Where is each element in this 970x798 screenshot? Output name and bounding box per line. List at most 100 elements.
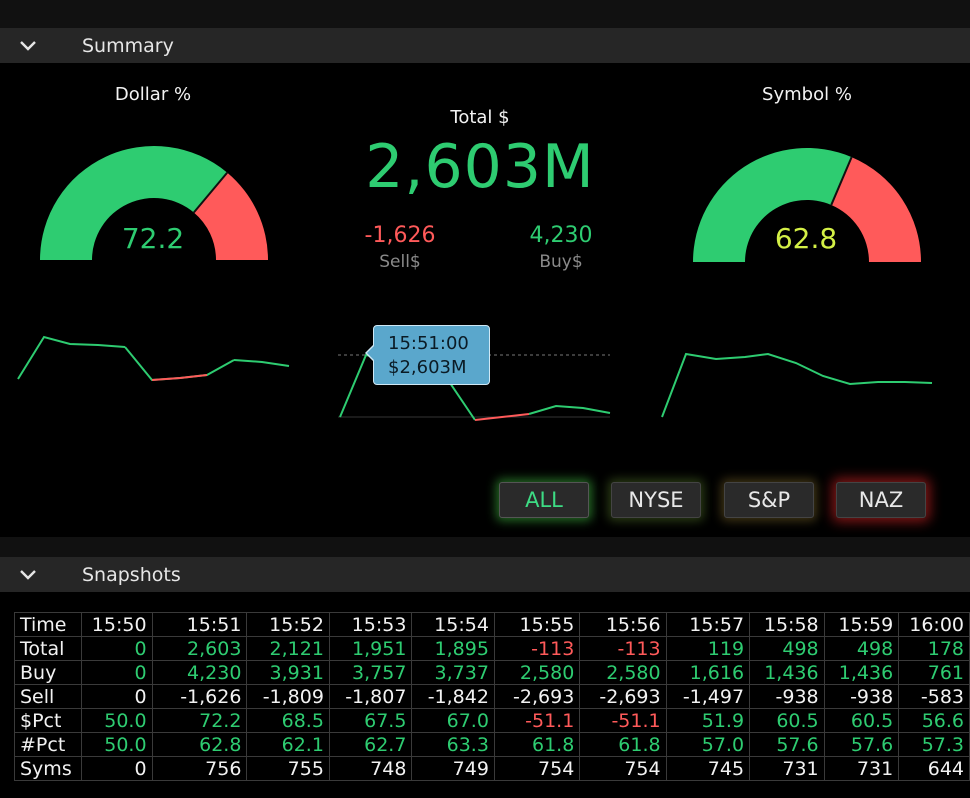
row-label: #Pct — [14, 732, 82, 757]
dollar-gauge — [40, 146, 268, 260]
table-cell: -51.1 — [493, 708, 581, 733]
sell-value: -1,626 — [364, 223, 436, 248]
table-cell: 2,580 — [579, 660, 667, 685]
table-cell: 761 — [898, 660, 970, 685]
table-cell: 119 — [665, 636, 751, 661]
column-header: 15:57 — [665, 612, 751, 637]
gauge-positive-arc — [40, 146, 228, 260]
sparkline-segment-negative — [474, 413, 530, 421]
table-cell: 57.3 — [898, 732, 970, 757]
table-cell: 0 — [80, 756, 153, 781]
table-cell: 50.0 — [80, 732, 153, 757]
table-cell: 3,737 — [411, 660, 495, 685]
table-cell: 731 — [749, 756, 825, 781]
column-header: 15:58 — [749, 612, 825, 637]
table-cell: -938 — [749, 684, 825, 709]
sp-button[interactable]: S&P — [724, 482, 814, 518]
table-row: Total 0 2,603 2,121 1,951 1,895 -113 -113 119 498… — [14, 636, 970, 661]
column-header: 15:52 — [246, 612, 330, 637]
sparkline-segment-negative — [151, 374, 208, 381]
column-header: 15:54 — [411, 612, 495, 637]
column-header: 15:51 — [151, 612, 248, 637]
row-label: $Pct — [14, 708, 82, 733]
table-cell: 0 — [80, 684, 153, 709]
table-cell: 745 — [665, 756, 751, 781]
symbol-gauge-value: 62.8 — [774, 222, 838, 255]
top-bar — [0, 0, 970, 28]
table-cell: -583 — [898, 684, 970, 709]
chart-tooltip: 15:51:00 $2,603M — [365, 325, 490, 385]
table-cell: 2,580 — [493, 660, 581, 685]
table-cell: 2,603 — [151, 636, 248, 661]
table-cell: -1,807 — [328, 684, 413, 709]
tooltip-time: 15:51:00 — [388, 333, 469, 354]
table-cell: 749 — [411, 756, 495, 781]
summary-section-header[interactable]: Summary — [0, 28, 970, 63]
table-cell: 1,616 — [665, 660, 751, 685]
table-cell: -113 — [579, 636, 667, 661]
dollar-gauge-value: 72.2 — [121, 222, 185, 255]
table-cell: 731 — [823, 756, 900, 781]
column-header: 15:59 — [823, 612, 900, 637]
snapshots-section-header[interactable]: Snapshots — [0, 557, 970, 592]
table-cell: -2,693 — [493, 684, 581, 709]
gauge-negative-arc — [831, 157, 921, 262]
table-cell: 0 — [80, 660, 153, 685]
table-cell: -1,497 — [665, 684, 751, 709]
tooltip-value: $2,603M — [388, 357, 467, 378]
column-header: 15:56 — [579, 612, 667, 637]
nyse-button[interactable]: NYSE — [611, 482, 701, 518]
table-cell: 57.0 — [665, 732, 751, 757]
symbol-sparkline — [661, 352, 933, 418]
table-row: Sell 0 -1,626 -1,809 -1,807 -1,842 -2,693 -2,69… — [14, 684, 970, 709]
table-cell: 57.6 — [823, 732, 900, 757]
table-cell: 51.9 — [665, 708, 751, 733]
table-cell: 1,895 — [411, 636, 495, 661]
table-row: Buy 0 4,230 3,931 3,757 3,737 2,580 2,580 1,616 1… — [14, 660, 970, 685]
table-cell: 748 — [328, 756, 413, 781]
column-header: 16:00 — [898, 612, 970, 637]
sparkline-segment-positive — [528, 404, 611, 415]
table-cell: 178 — [898, 636, 970, 661]
table-cell: 1,436 — [749, 660, 825, 685]
buy-label: Buy$ — [539, 252, 583, 272]
table-cell: 61.8 — [579, 732, 667, 757]
time-header: Time — [14, 612, 82, 637]
section-divider — [0, 537, 970, 559]
all-button[interactable]: ALL — [499, 482, 589, 518]
dollar-sparkline — [17, 335, 290, 382]
table-cell: -113 — [493, 636, 581, 661]
chevron-down-icon[interactable] — [0, 40, 56, 52]
table-cell: 2,121 — [246, 636, 330, 661]
table-cell: -2,693 — [579, 684, 667, 709]
row-label: Buy — [14, 660, 82, 685]
gauge-split-line — [830, 156, 853, 206]
table-cell: -938 — [823, 684, 900, 709]
table-cell: 1,951 — [328, 636, 413, 661]
table-cell: 3,931 — [246, 660, 330, 685]
table-cell: 67.5 — [328, 708, 413, 733]
table-cell: 498 — [749, 636, 825, 661]
gauge-negative-arc — [193, 172, 268, 260]
table-cell: 644 — [898, 756, 970, 781]
table-cell: 498 — [823, 636, 900, 661]
table-cell: 754 — [493, 756, 581, 781]
row-label: Sell — [14, 684, 82, 709]
total-value: 2,603M — [365, 132, 595, 202]
table-cell: 62.7 — [328, 732, 413, 757]
column-header: 15:50 — [80, 612, 153, 637]
table-cell: 56.6 — [898, 708, 970, 733]
naz-button[interactable]: NAZ — [836, 482, 926, 518]
total-label: Total $ — [450, 107, 510, 128]
table-cell: -51.1 — [579, 708, 667, 733]
table-cell: 756 — [151, 756, 248, 781]
table-header-row: Time 15:50 15:51 15:52 15:53 15:54 15:55 15:56… — [14, 612, 970, 637]
buy-value: 4,230 — [529, 223, 593, 248]
chevron-down-icon[interactable] — [0, 569, 56, 581]
table-cell: 60.5 — [749, 708, 825, 733]
summary-title: Summary — [82, 34, 174, 57]
table-cell: 62.1 — [246, 732, 330, 757]
table-cell: 62.8 — [151, 732, 248, 757]
table-cell: 50.0 — [80, 708, 153, 733]
table-cell: 61.8 — [493, 732, 581, 757]
